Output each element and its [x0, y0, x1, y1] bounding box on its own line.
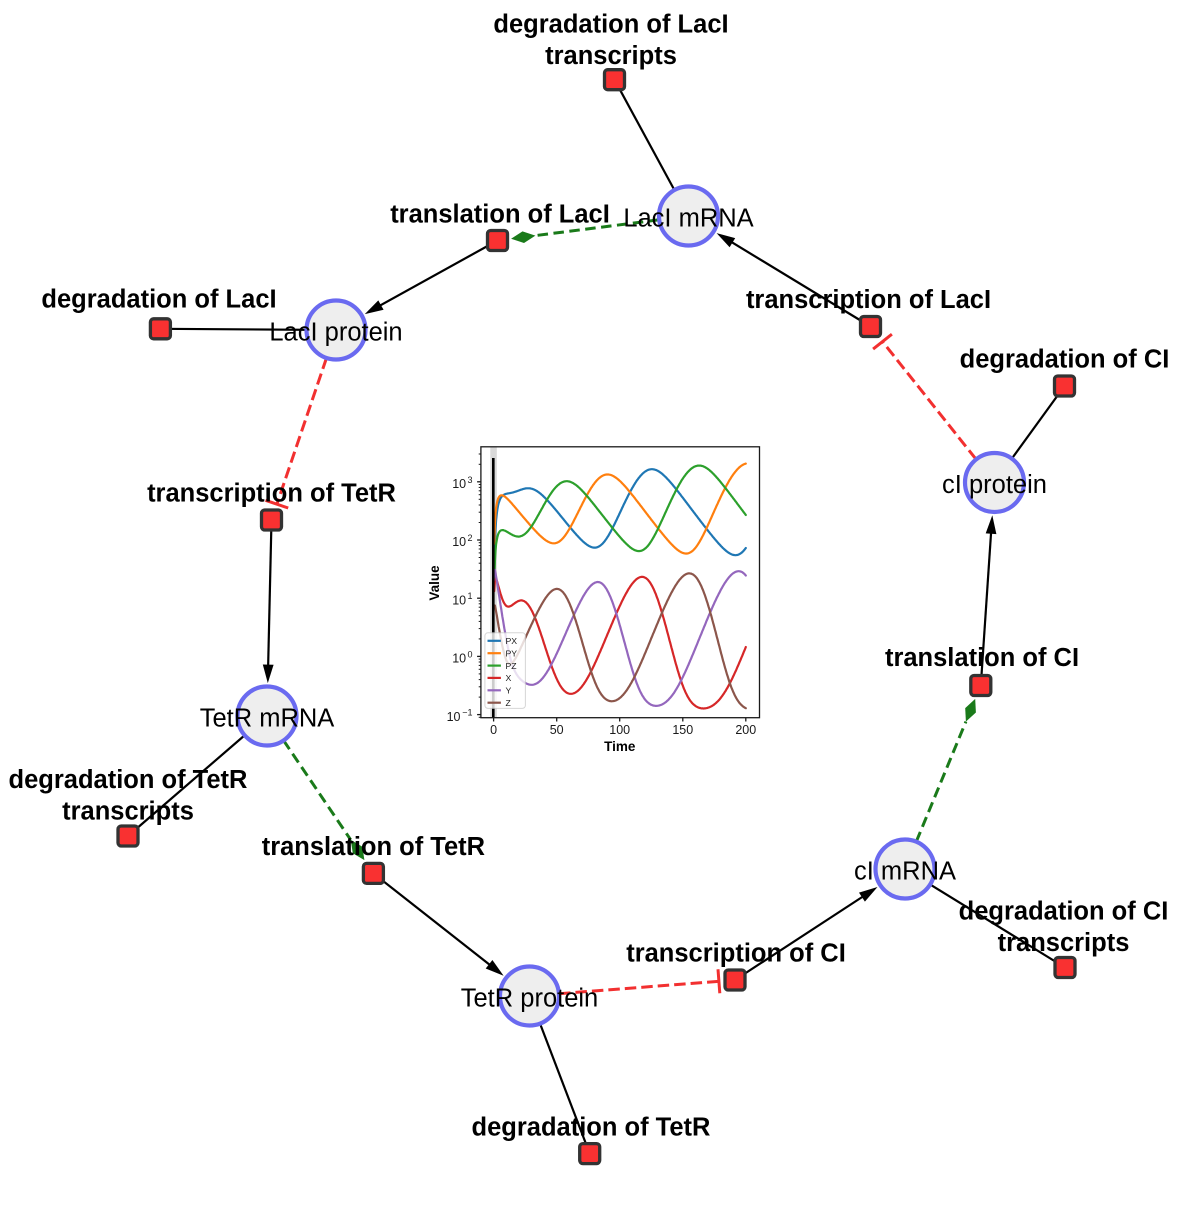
svg-text:transcripts: transcripts	[62, 798, 194, 826]
svg-text:degradation of LacI: degradation of LacI	[41, 286, 276, 314]
svg-text:1: 1	[467, 591, 472, 601]
svg-text:10: 10	[447, 710, 461, 724]
svg-text:Value: Value	[427, 565, 442, 601]
svg-text:transcripts: transcripts	[545, 42, 677, 70]
svg-text:10: 10	[452, 652, 466, 666]
svg-text:PX: PX	[506, 636, 518, 646]
svg-text:3: 3	[467, 475, 472, 485]
svg-text:−1: −1	[462, 708, 472, 718]
svg-text:degradation of CI: degradation of CI	[960, 346, 1170, 374]
svg-text:transcripts: transcripts	[998, 929, 1130, 957]
svg-text:PZ: PZ	[506, 661, 518, 671]
svg-text:LacI mRNA: LacI mRNA	[623, 205, 753, 233]
svg-text:X: X	[506, 673, 512, 683]
svg-text:degradation of LacI: degradation of LacI	[493, 10, 728, 38]
svg-text:200: 200	[735, 723, 756, 737]
svg-text:100: 100	[609, 723, 630, 737]
svg-text:2: 2	[467, 533, 472, 543]
svg-text:translation of LacI: translation of LacI	[390, 200, 610, 228]
svg-text:LacI protein: LacI protein	[269, 319, 402, 347]
svg-text:10: 10	[452, 477, 466, 491]
svg-text:0: 0	[490, 723, 497, 737]
svg-text:10: 10	[452, 535, 466, 549]
svg-text:Y: Y	[506, 686, 512, 696]
svg-text:transcription of TetR: transcription of TetR	[147, 480, 396, 508]
svg-text:transcription of CI: transcription of CI	[626, 940, 846, 968]
svg-text:TetR protein: TetR protein	[461, 985, 599, 1013]
svg-text:PY: PY	[506, 648, 518, 658]
svg-text:50: 50	[550, 723, 564, 737]
svg-text:TetR mRNA: TetR mRNA	[200, 705, 335, 733]
svg-text:translation of CI: translation of CI	[885, 644, 1079, 672]
svg-text:10: 10	[452, 593, 466, 607]
svg-text:degradation of TetR: degradation of TetR	[472, 1113, 711, 1141]
svg-text:Z: Z	[506, 698, 512, 708]
svg-text:degradation of TetR: degradation of TetR	[9, 766, 248, 794]
svg-text:degradation of CI: degradation of CI	[959, 898, 1169, 926]
svg-text:cI protein: cI protein	[942, 471, 1047, 499]
svg-text:150: 150	[672, 723, 693, 737]
svg-text:translation of TetR: translation of TetR	[262, 833, 485, 861]
svg-text:0: 0	[467, 649, 472, 659]
svg-text:Time: Time	[604, 739, 636, 754]
svg-text:cI mRNA: cI mRNA	[854, 858, 956, 886]
svg-text:transcription of LacI: transcription of LacI	[746, 286, 991, 314]
